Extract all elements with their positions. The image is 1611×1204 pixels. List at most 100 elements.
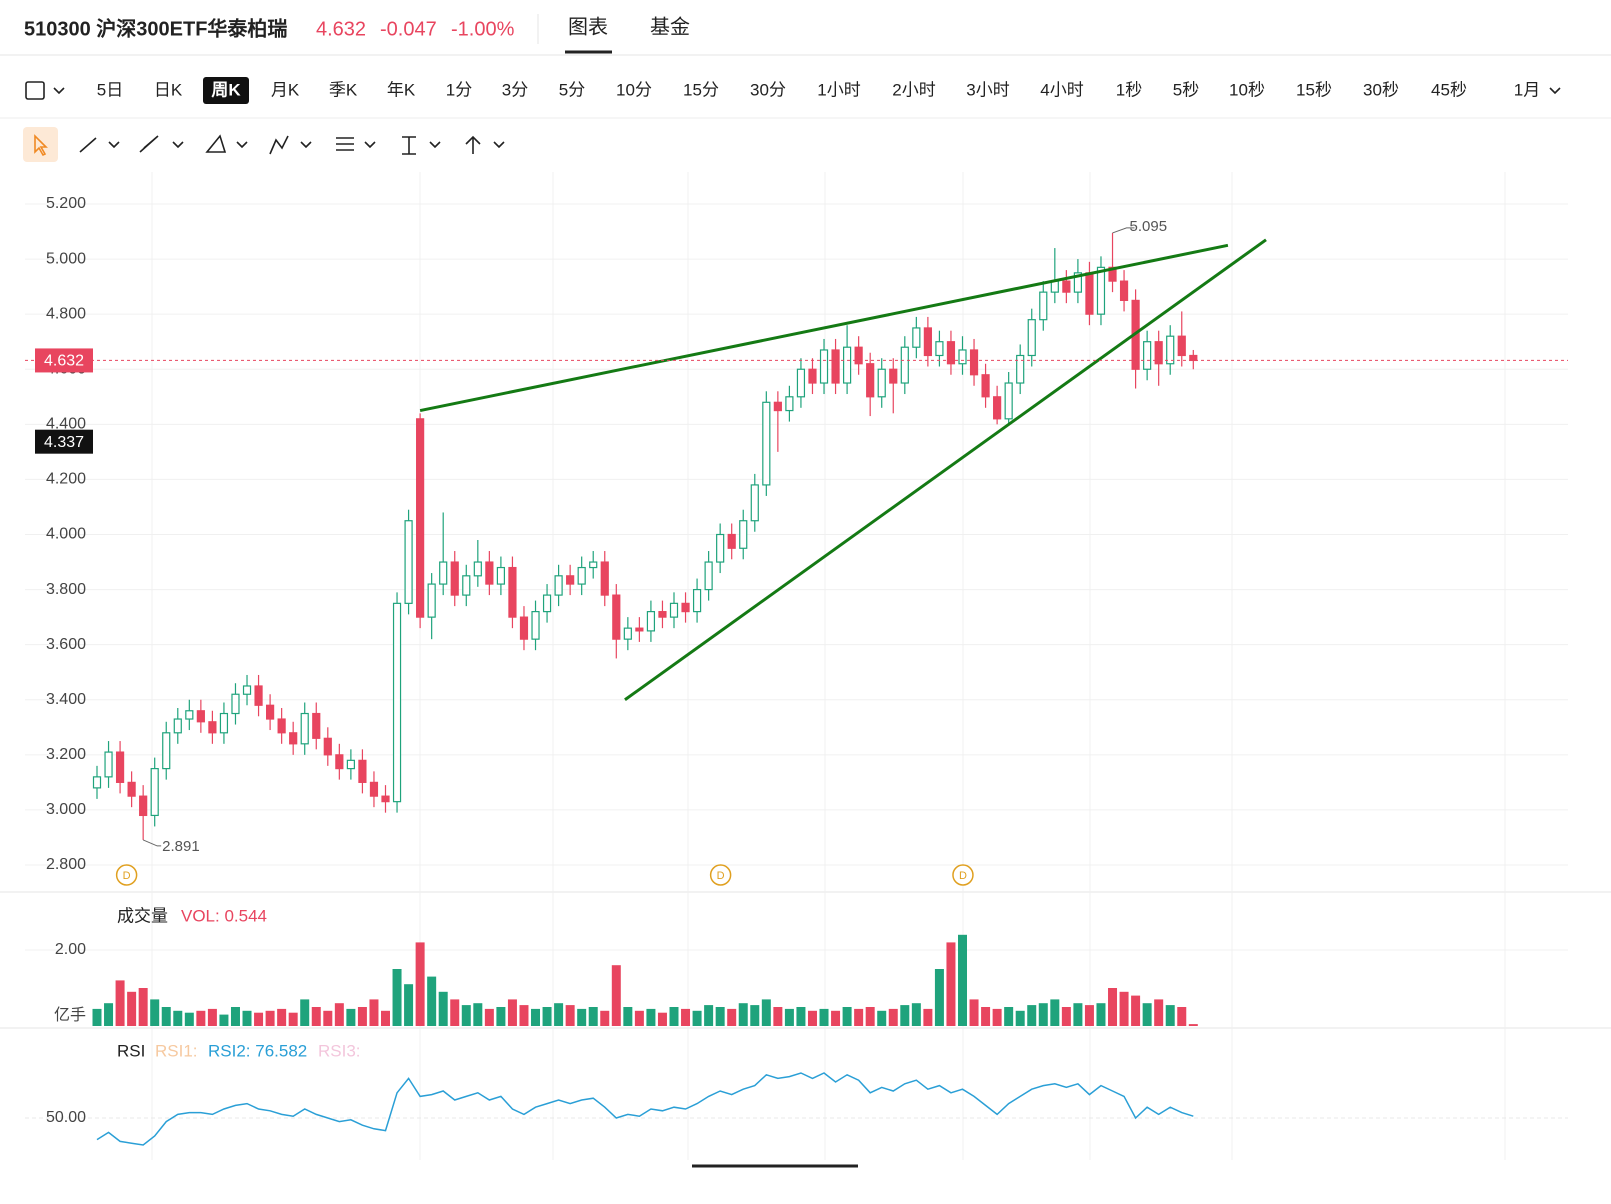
volume-bar bbox=[911, 1003, 921, 1026]
change: -0.047 bbox=[380, 18, 437, 40]
interval-button[interactable]: 季K bbox=[329, 80, 358, 99]
volume-bar bbox=[219, 1014, 229, 1026]
y-tick-label: 3.200 bbox=[46, 746, 86, 763]
volume-bar bbox=[496, 1007, 506, 1026]
high-annotation: 5.095 bbox=[1130, 218, 1168, 235]
volume-bar bbox=[704, 1005, 714, 1026]
candle-body bbox=[1096, 266, 1106, 315]
y-tick-label: 3.600 bbox=[46, 636, 86, 653]
candle-body bbox=[635, 627, 644, 632]
volume-bar bbox=[865, 1007, 875, 1026]
volume-bar bbox=[127, 991, 137, 1026]
volume-bar bbox=[796, 1007, 806, 1026]
candle-body bbox=[335, 754, 344, 770]
candle-body bbox=[739, 520, 748, 549]
y-tick-label: 3.000 bbox=[46, 801, 86, 818]
candle-body bbox=[877, 368, 886, 398]
rsi-title: RSI bbox=[117, 1041, 145, 1060]
candle-body bbox=[358, 759, 367, 783]
interval-button[interactable]: 年K bbox=[387, 80, 416, 99]
interval-button[interactable]: 1分 bbox=[446, 80, 472, 99]
candle-body bbox=[231, 693, 240, 715]
candle-body bbox=[969, 349, 979, 376]
volume-bar bbox=[150, 999, 160, 1026]
interval-button[interactable]: 5日 bbox=[97, 80, 123, 99]
event-marker[interactable] bbox=[709, 864, 732, 886]
volume-legend: VOL: 0.544 bbox=[181, 906, 267, 925]
volume-bar bbox=[1084, 1005, 1094, 1026]
interval-button[interactable]: 月K bbox=[271, 80, 300, 99]
candle-body bbox=[427, 583, 436, 618]
volume-bar bbox=[473, 1003, 483, 1026]
volume-bar bbox=[381, 1010, 390, 1026]
y-tick-label: 5.200 bbox=[46, 195, 86, 212]
y-tick-label: 5.000 bbox=[46, 250, 86, 267]
volume-bar bbox=[692, 1010, 702, 1026]
interval-button[interactable]: 2小时 bbox=[892, 80, 935, 99]
candle-body bbox=[185, 710, 194, 720]
interval-button[interactable]: 周K bbox=[211, 80, 241, 99]
tab[interactable]: 基金 bbox=[650, 15, 690, 38]
crosshair-badge bbox=[35, 429, 93, 454]
y-tick-label: 4.000 bbox=[46, 526, 86, 543]
interval-button[interactable]: 日K bbox=[154, 80, 183, 99]
candle-body bbox=[254, 685, 263, 706]
volume-bar bbox=[727, 1008, 737, 1026]
interval-button[interactable]: 1月 bbox=[1514, 80, 1540, 99]
volume-bar bbox=[300, 999, 310, 1026]
interval-button[interactable]: 30秒 bbox=[1363, 80, 1399, 99]
volume-bar bbox=[427, 976, 437, 1026]
volume-bar bbox=[1096, 1003, 1106, 1026]
candle-body bbox=[115, 751, 125, 783]
event-marker[interactable] bbox=[952, 864, 974, 886]
interval-button[interactable]: 3分 bbox=[502, 80, 528, 99]
volume-bar bbox=[773, 1007, 783, 1026]
volume-bar bbox=[357, 1007, 367, 1026]
event-marker-label: D bbox=[959, 870, 967, 882]
interval-button[interactable]: 3小时 bbox=[966, 80, 1009, 99]
volume-bar bbox=[1188, 1024, 1198, 1026]
volume-bar bbox=[104, 1003, 114, 1026]
volume-bar bbox=[242, 1010, 252, 1026]
last-price-badge bbox=[35, 348, 93, 373]
interval-button[interactable]: 5秒 bbox=[1173, 80, 1199, 99]
interval-button[interactable]: 5分 bbox=[559, 80, 585, 99]
candle-body bbox=[658, 611, 667, 618]
interval-button[interactable]: 10分 bbox=[616, 80, 652, 99]
interval-button[interactable]: 1小时 bbox=[817, 80, 860, 99]
volume-bar bbox=[554, 1003, 564, 1026]
interval-button[interactable]: 15秒 bbox=[1296, 80, 1332, 99]
y-tick-label: 2.00 bbox=[55, 941, 86, 958]
candle-body bbox=[762, 401, 771, 486]
interval-button[interactable]: 10秒 bbox=[1229, 80, 1265, 99]
interval-button[interactable]: 30分 bbox=[750, 80, 786, 99]
tab[interactable]: 图表 bbox=[568, 15, 608, 38]
volume-bar bbox=[1142, 1003, 1152, 1026]
candle-body bbox=[462, 575, 471, 596]
crosshair-label: 4.337 bbox=[44, 434, 84, 451]
volume-bar bbox=[600, 1010, 610, 1026]
event-marker[interactable] bbox=[115, 864, 138, 886]
volume-bar bbox=[900, 1005, 910, 1026]
candle-body bbox=[1039, 291, 1048, 321]
interval-button[interactable]: 15分 bbox=[683, 80, 719, 99]
interval-button[interactable]: 45秒 bbox=[1431, 80, 1467, 99]
drawing-tools[interactable] bbox=[23, 127, 505, 162]
y-tick-label: 4.800 bbox=[46, 305, 86, 322]
interval-button[interactable]: 1秒 bbox=[1116, 80, 1142, 99]
candle-body bbox=[935, 341, 944, 357]
rsi-line bbox=[96, 1072, 1194, 1146]
candle-body bbox=[346, 759, 355, 770]
volume-bar bbox=[623, 1007, 633, 1026]
candle-body bbox=[1166, 335, 1175, 365]
volume-bar bbox=[1015, 1010, 1025, 1026]
symbol-title: 510300 沪深300ETF华泰柏瑞 bbox=[24, 16, 287, 40]
volume-bar bbox=[415, 942, 425, 1026]
volume-bar bbox=[934, 969, 944, 1026]
candle-body bbox=[912, 327, 921, 348]
interval-button[interactable]: 4小时 bbox=[1040, 80, 1083, 99]
interval-icon[interactable] bbox=[25, 81, 65, 100]
candle-body bbox=[104, 751, 113, 778]
candle-body bbox=[277, 718, 286, 734]
